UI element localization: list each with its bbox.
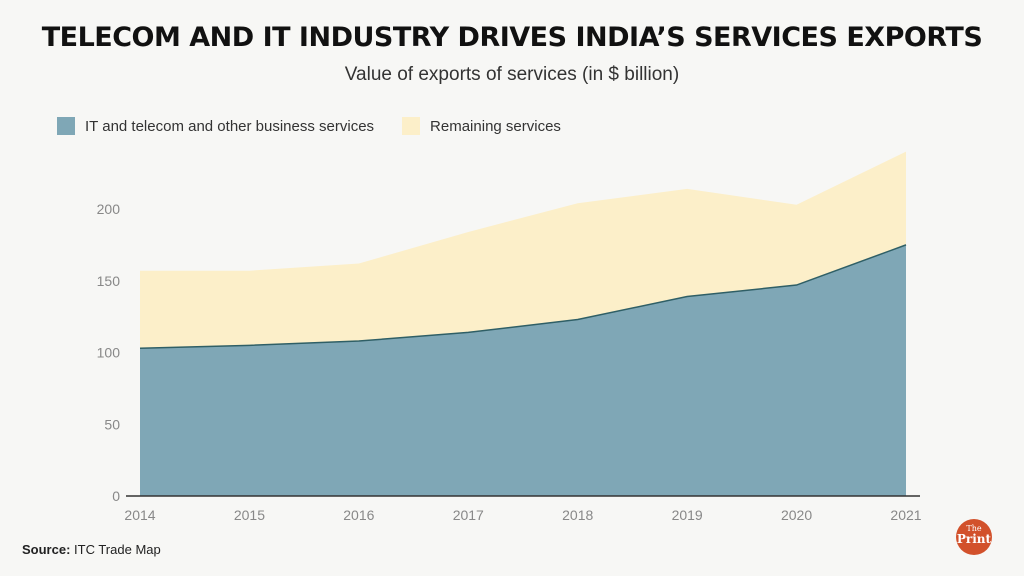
source-label: Source: [22,542,71,557]
legend-swatch-remaining [402,117,421,135]
y-tick-label: 150 [97,273,121,289]
legend: IT and telecom and other business servic… [57,117,589,135]
chart-subtitle: Value of exports of services (in $ billi… [344,64,680,85]
y-tick-label: 0 [112,488,120,504]
x-tick-label: 2020 [781,507,812,523]
x-tick-label: 2017 [453,507,484,523]
x-tick-label: 2018 [562,507,593,523]
legend-label-remaining: Remaining services [430,117,561,135]
x-tick-label: 2016 [343,507,374,523]
area-it-telecom [140,244,906,496]
y-tick-label: 100 [97,345,121,361]
source-text: ITC Trade Map [74,542,161,557]
legend-item-it: IT and telecom and other business servic… [57,117,374,135]
x-tick-label: 2021 [890,507,921,523]
x-tick-label: 2014 [124,507,155,523]
legend-label-it: IT and telecom and other business servic… [85,117,375,135]
area-remaining-services [140,151,906,349]
logo-print: Print [956,532,992,546]
chart-title: TELECOM AND IT INDUSTRY DRIVES INDIA’S S… [41,22,983,53]
legend-item-remaining: Remaining services [402,117,561,135]
x-tick-label: 2019 [672,507,703,523]
y-tick-label: 200 [97,201,121,217]
theprint-logo: The Print [956,519,992,555]
logo-the: The [966,524,982,533]
source-note: Source: ITC Trade Map [22,542,161,557]
y-tick-label: 50 [104,416,120,432]
legend-swatch-it [57,117,75,135]
line-it-telecom [139,244,907,349]
x-tick-label: 2015 [234,507,265,523]
